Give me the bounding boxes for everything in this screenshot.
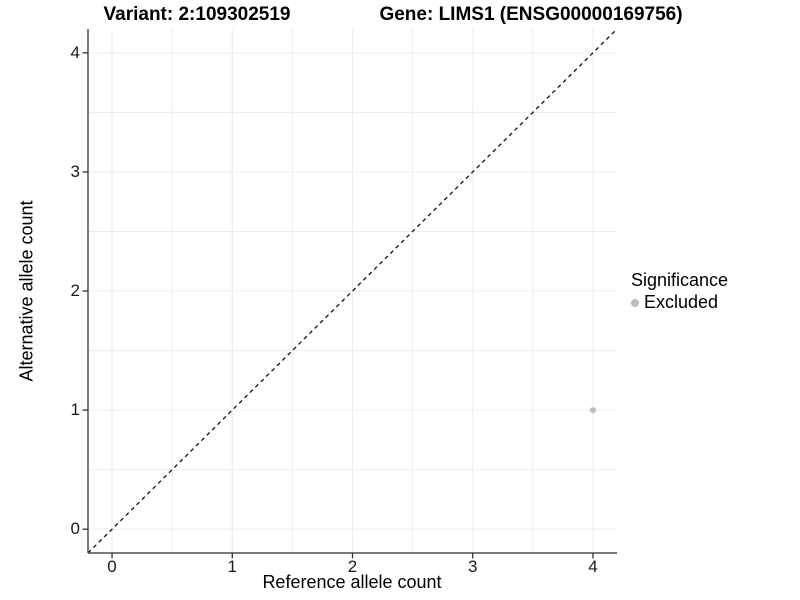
x-tick-label: 2 [347, 557, 358, 576]
legend-point-icon [631, 298, 639, 307]
x-tick-label: 3 [467, 557, 478, 576]
y-tick-label: 0 [70, 519, 80, 539]
identity-reference-line [87, 28, 618, 554]
y-tick-label: 2 [70, 281, 80, 300]
y-axis-title: Alternative allele count [16, 200, 37, 382]
x-tick-label: 4 [588, 557, 598, 576]
legend-item: Excluded [631, 292, 728, 313]
x-tick-label: 1 [227, 557, 237, 576]
y-tick-label: 4 [70, 42, 80, 62]
y-tick-label: 3 [70, 161, 80, 181]
y-tick-label: 1 [70, 400, 80, 420]
legend-items: Excluded [631, 292, 728, 313]
variant-title: Variant: 2:109302519 [103, 4, 291, 25]
gene-title: Gene: LIMS1 (ENSG00000169756) [379, 4, 683, 25]
x-tick-label: 0 [107, 557, 117, 576]
legend-item-label: Excluded [644, 292, 719, 312]
legend-title: Significance [631, 270, 729, 290]
legend: Significance Excluded [631, 269, 728, 313]
data-point [589, 407, 596, 414]
x-axis-title: Reference allele count [262, 572, 442, 592]
